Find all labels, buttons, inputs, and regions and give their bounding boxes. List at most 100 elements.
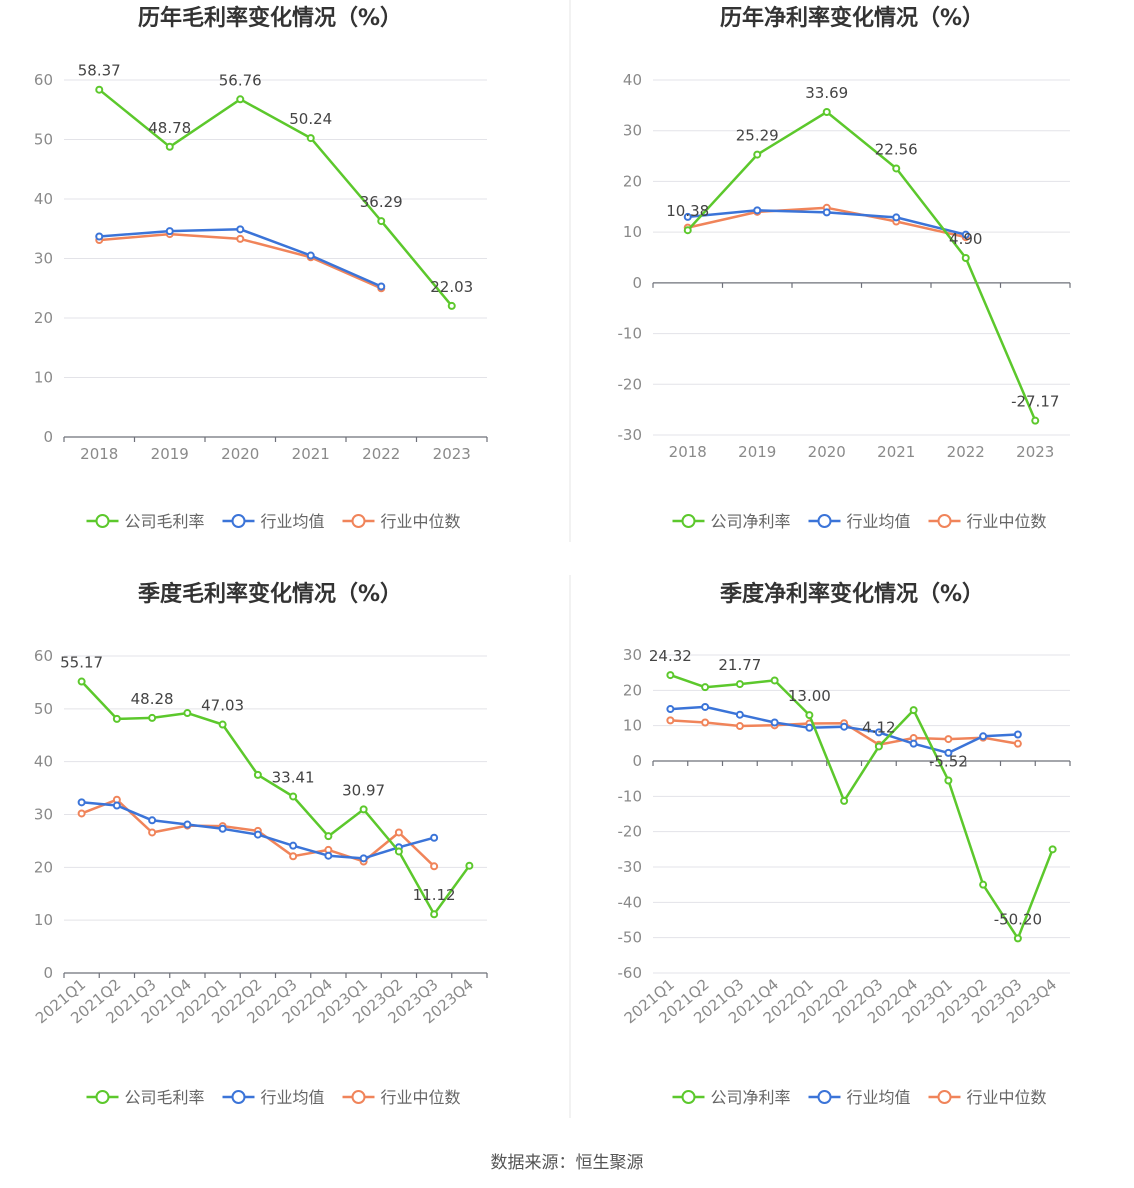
x-tick-label: 2023: [433, 445, 471, 463]
series-2: [77, 798, 439, 863]
data-point: [822, 108, 831, 117]
series-2: [666, 702, 1022, 757]
data-point: [979, 732, 988, 741]
y-tick-label: 20: [623, 681, 642, 699]
data-point: [236, 225, 245, 234]
data-label: 25.29: [736, 127, 779, 145]
chart-title: 季度净利率变化情况（%）: [720, 581, 984, 607]
data-point: [306, 134, 315, 143]
data-point: [148, 828, 157, 837]
y-tick-label: 40: [623, 71, 642, 89]
y-tick-label: 50: [34, 131, 53, 149]
data-point: [805, 723, 814, 732]
legend-marker: [95, 514, 110, 528]
data-label: -27.17: [1011, 393, 1059, 411]
x-tick-label: 2021: [292, 445, 330, 463]
data-label: 48.78: [148, 119, 191, 137]
y-tick-label: 30: [623, 646, 642, 664]
y-tick-label: 0: [43, 428, 53, 446]
y-tick-label: 60: [34, 71, 53, 89]
data-label: 33.69: [805, 84, 848, 102]
legend-marker: [351, 1090, 366, 1104]
data-point: [683, 226, 692, 235]
data-point: [753, 150, 762, 159]
legend-item: 行业中位数: [928, 512, 1047, 531]
legend-item: 行业中位数: [342, 512, 461, 531]
x-tick-label: 2019: [151, 445, 189, 463]
data-point: [95, 85, 104, 94]
chart-2: 历年净利率变化情况（%） -30 -20 -10 0 10 20 30 40 2018 2019 20…: [618, 5, 1071, 531]
data-point: [822, 208, 831, 217]
x-tick-label: 2020: [221, 445, 259, 463]
series-2: [683, 206, 970, 239]
data-point: [324, 851, 333, 860]
x-tick-label: 2020: [808, 443, 846, 461]
data-label: -50.20: [994, 910, 1042, 928]
legend-marker: [95, 1090, 110, 1104]
chart-title: 季度毛利率变化情况（%）: [138, 581, 402, 607]
data-point: [1013, 934, 1022, 943]
series-line: [686, 110, 1037, 422]
data-point: [359, 805, 368, 814]
data-point: [183, 820, 192, 829]
data-point: [447, 301, 456, 310]
data-label: 24.32: [649, 647, 692, 665]
data-point: [430, 862, 439, 871]
data-label: 58.37: [78, 62, 121, 80]
data-point: [1013, 730, 1022, 739]
series-3: [95, 230, 386, 293]
y-tick-label: 20: [34, 309, 53, 327]
data-label: 11.12: [413, 886, 456, 904]
data-point: [701, 683, 710, 692]
data-point: [770, 676, 779, 685]
series-1: 55.17 48.28 47.03 33.41 30.97 11.12: [60, 654, 474, 919]
data-point: [892, 164, 901, 173]
data-point: [218, 720, 227, 729]
data-point: [236, 95, 245, 104]
data-point: [753, 206, 762, 215]
y-tick-label: -50: [618, 929, 643, 947]
legend-label: 行业均值: [847, 512, 911, 531]
series-line: [80, 680, 471, 916]
data-point: [218, 824, 227, 833]
data-point: [77, 809, 86, 818]
y-tick-label: 60: [34, 647, 53, 665]
data-point: [112, 714, 121, 723]
legend-marker: [937, 1090, 952, 1104]
legend-marker: [351, 514, 366, 528]
data-label: 30.97: [342, 781, 385, 799]
data-point: [430, 910, 439, 919]
legend-item: 公司净利率: [672, 1088, 791, 1107]
data-source: 数据来源：恒生聚源: [491, 1153, 644, 1173]
data-point: [909, 739, 918, 748]
data-label: -5.52: [929, 753, 968, 771]
data-label: 4.90: [949, 230, 982, 248]
data-label: 22.56: [875, 140, 918, 158]
y-tick-label: -60: [618, 964, 643, 982]
y-tick-label: 10: [34, 369, 53, 387]
data-label: 55.17: [60, 654, 103, 672]
y-tick-label: 0: [43, 964, 53, 982]
data-point: [874, 742, 883, 751]
legend: 公司毛利率 行业均值 行业中位数: [86, 512, 461, 531]
x-tick-label: 2018: [669, 443, 707, 461]
y-tick-label: 0: [632, 752, 642, 770]
data-label: 4.12: [862, 718, 895, 736]
data-point: [805, 711, 814, 720]
legend-item: 行业中位数: [928, 1088, 1047, 1107]
legend-item: 行业均值: [808, 512, 911, 531]
data-point: [1031, 416, 1040, 425]
y-tick-label: -10: [618, 787, 643, 805]
x-tick-label: 2019: [738, 443, 776, 461]
data-point: [874, 728, 883, 737]
y-tick-label: 10: [623, 717, 642, 735]
legend-item: 公司净利率: [672, 512, 791, 531]
y-tick-label: -30: [618, 858, 643, 876]
data-point: [465, 861, 474, 870]
y-tick-label: -40: [618, 893, 643, 911]
data-point: [165, 142, 174, 151]
legend-marker: [231, 1090, 246, 1104]
x-tick-label: 2023: [1016, 443, 1054, 461]
legend: 公司毛利率 行业均值 行业中位数: [86, 1088, 461, 1107]
x-tick-label: 2018: [80, 445, 118, 463]
